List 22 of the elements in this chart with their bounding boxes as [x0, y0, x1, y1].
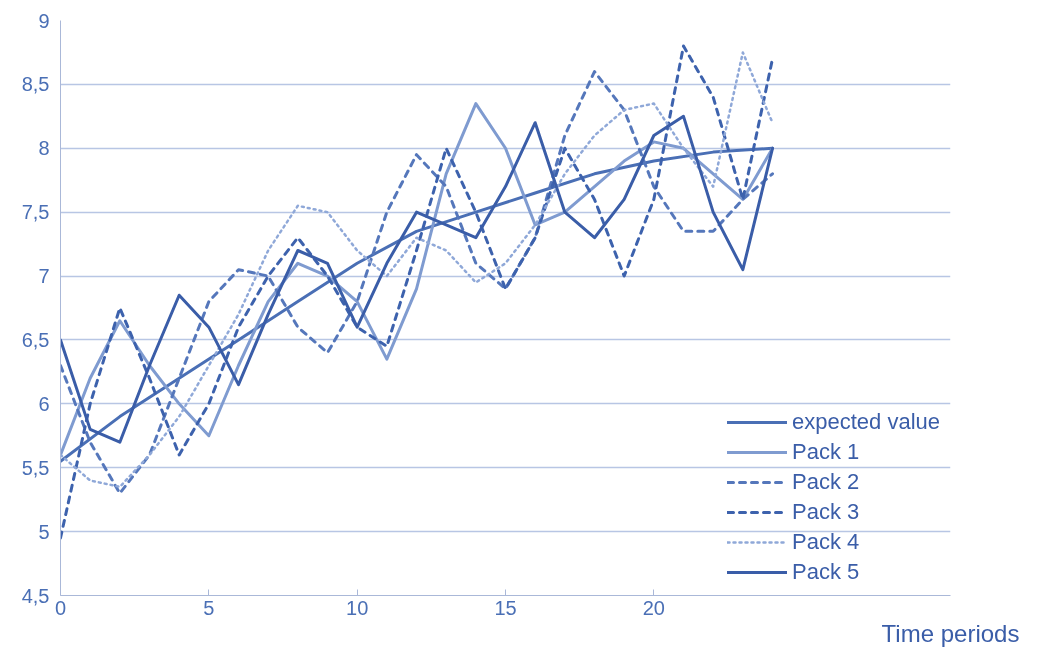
legend-label: Pack 4 — [792, 529, 860, 555]
legend-label: Pack 3 — [792, 499, 860, 525]
x-tick-label: 20 — [642, 596, 665, 619]
legend-label: expected value — [792, 409, 940, 435]
y-tick-label: 4,5 — [21, 584, 50, 607]
x-tick-label: 10 — [346, 596, 369, 619]
legend-label: Pack 5 — [792, 559, 860, 585]
y-tick-label: 8 — [38, 137, 50, 160]
x-tick-label: 5 — [203, 596, 215, 619]
legend-label: Pack 2 — [792, 469, 860, 495]
x-tick-label: 0 — [54, 596, 67, 619]
y-tick-label: 7,5 — [21, 201, 50, 224]
y-tick-label: 6,5 — [21, 328, 50, 351]
y-tick-label: 6 — [38, 392, 50, 415]
y-tick-label: 9 — [38, 9, 50, 32]
y-tick-label: 7 — [38, 265, 50, 288]
y-tick-label: 5,5 — [21, 456, 50, 479]
y-tick-label: 8,5 — [21, 73, 50, 96]
y-tick-label: 5 — [38, 520, 50, 543]
legend-label: Pack 1 — [792, 439, 860, 465]
x-tick-label: 15 — [494, 596, 517, 619]
x-axis-title: Time periods — [881, 619, 1020, 647]
